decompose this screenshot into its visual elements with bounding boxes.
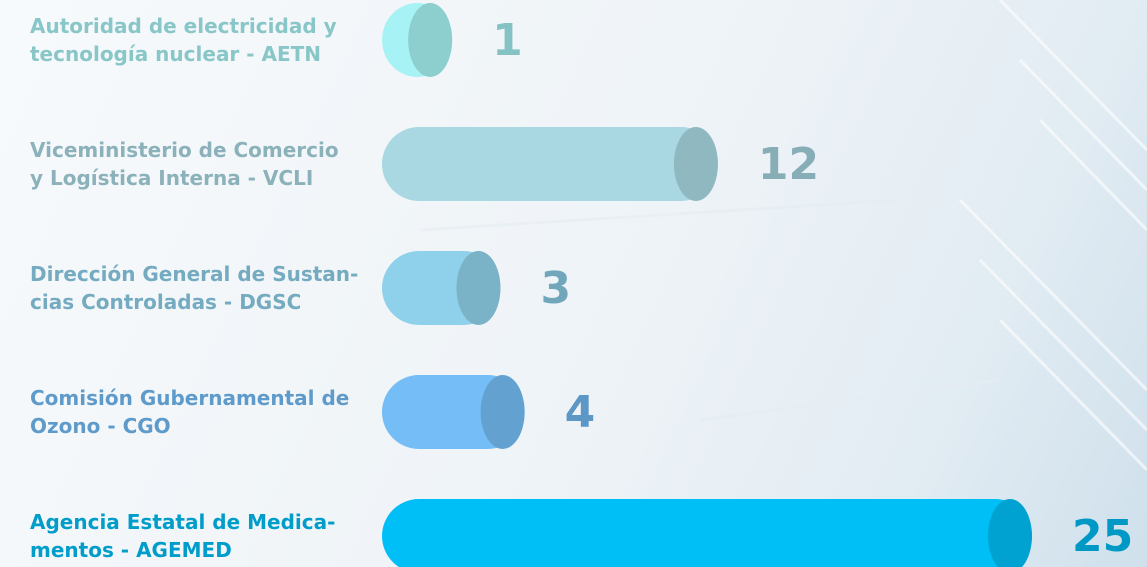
- value-label: 12: [758, 139, 819, 190]
- value-label: 1: [492, 15, 523, 66]
- bar-body: [382, 127, 718, 201]
- category-label: Autoridad de electricidad y tecnología n…: [30, 14, 337, 66]
- category-label: Dirección General de Sustan- cias Contro…: [30, 262, 359, 314]
- bar-cap: [673, 127, 718, 201]
- value-label: 4: [565, 387, 596, 438]
- bar-cap: [456, 251, 501, 325]
- category-label: Comisión Gubernamental de Ozono - CGO: [30, 386, 350, 438]
- category-label: Agencia Estatal de Medica- mentos - AGEM…: [30, 510, 336, 562]
- bar-cap: [408, 3, 453, 77]
- bar-cap: [480, 375, 525, 449]
- bar-body: [382, 499, 1032, 567]
- value-label: 3: [540, 263, 571, 314]
- background-stripes: [419, 0, 1147, 472]
- category-label: Viceministerio de Comercio y Logística I…: [30, 138, 339, 190]
- bar-cap: [988, 499, 1032, 567]
- value-label: 25: [1072, 511, 1133, 562]
